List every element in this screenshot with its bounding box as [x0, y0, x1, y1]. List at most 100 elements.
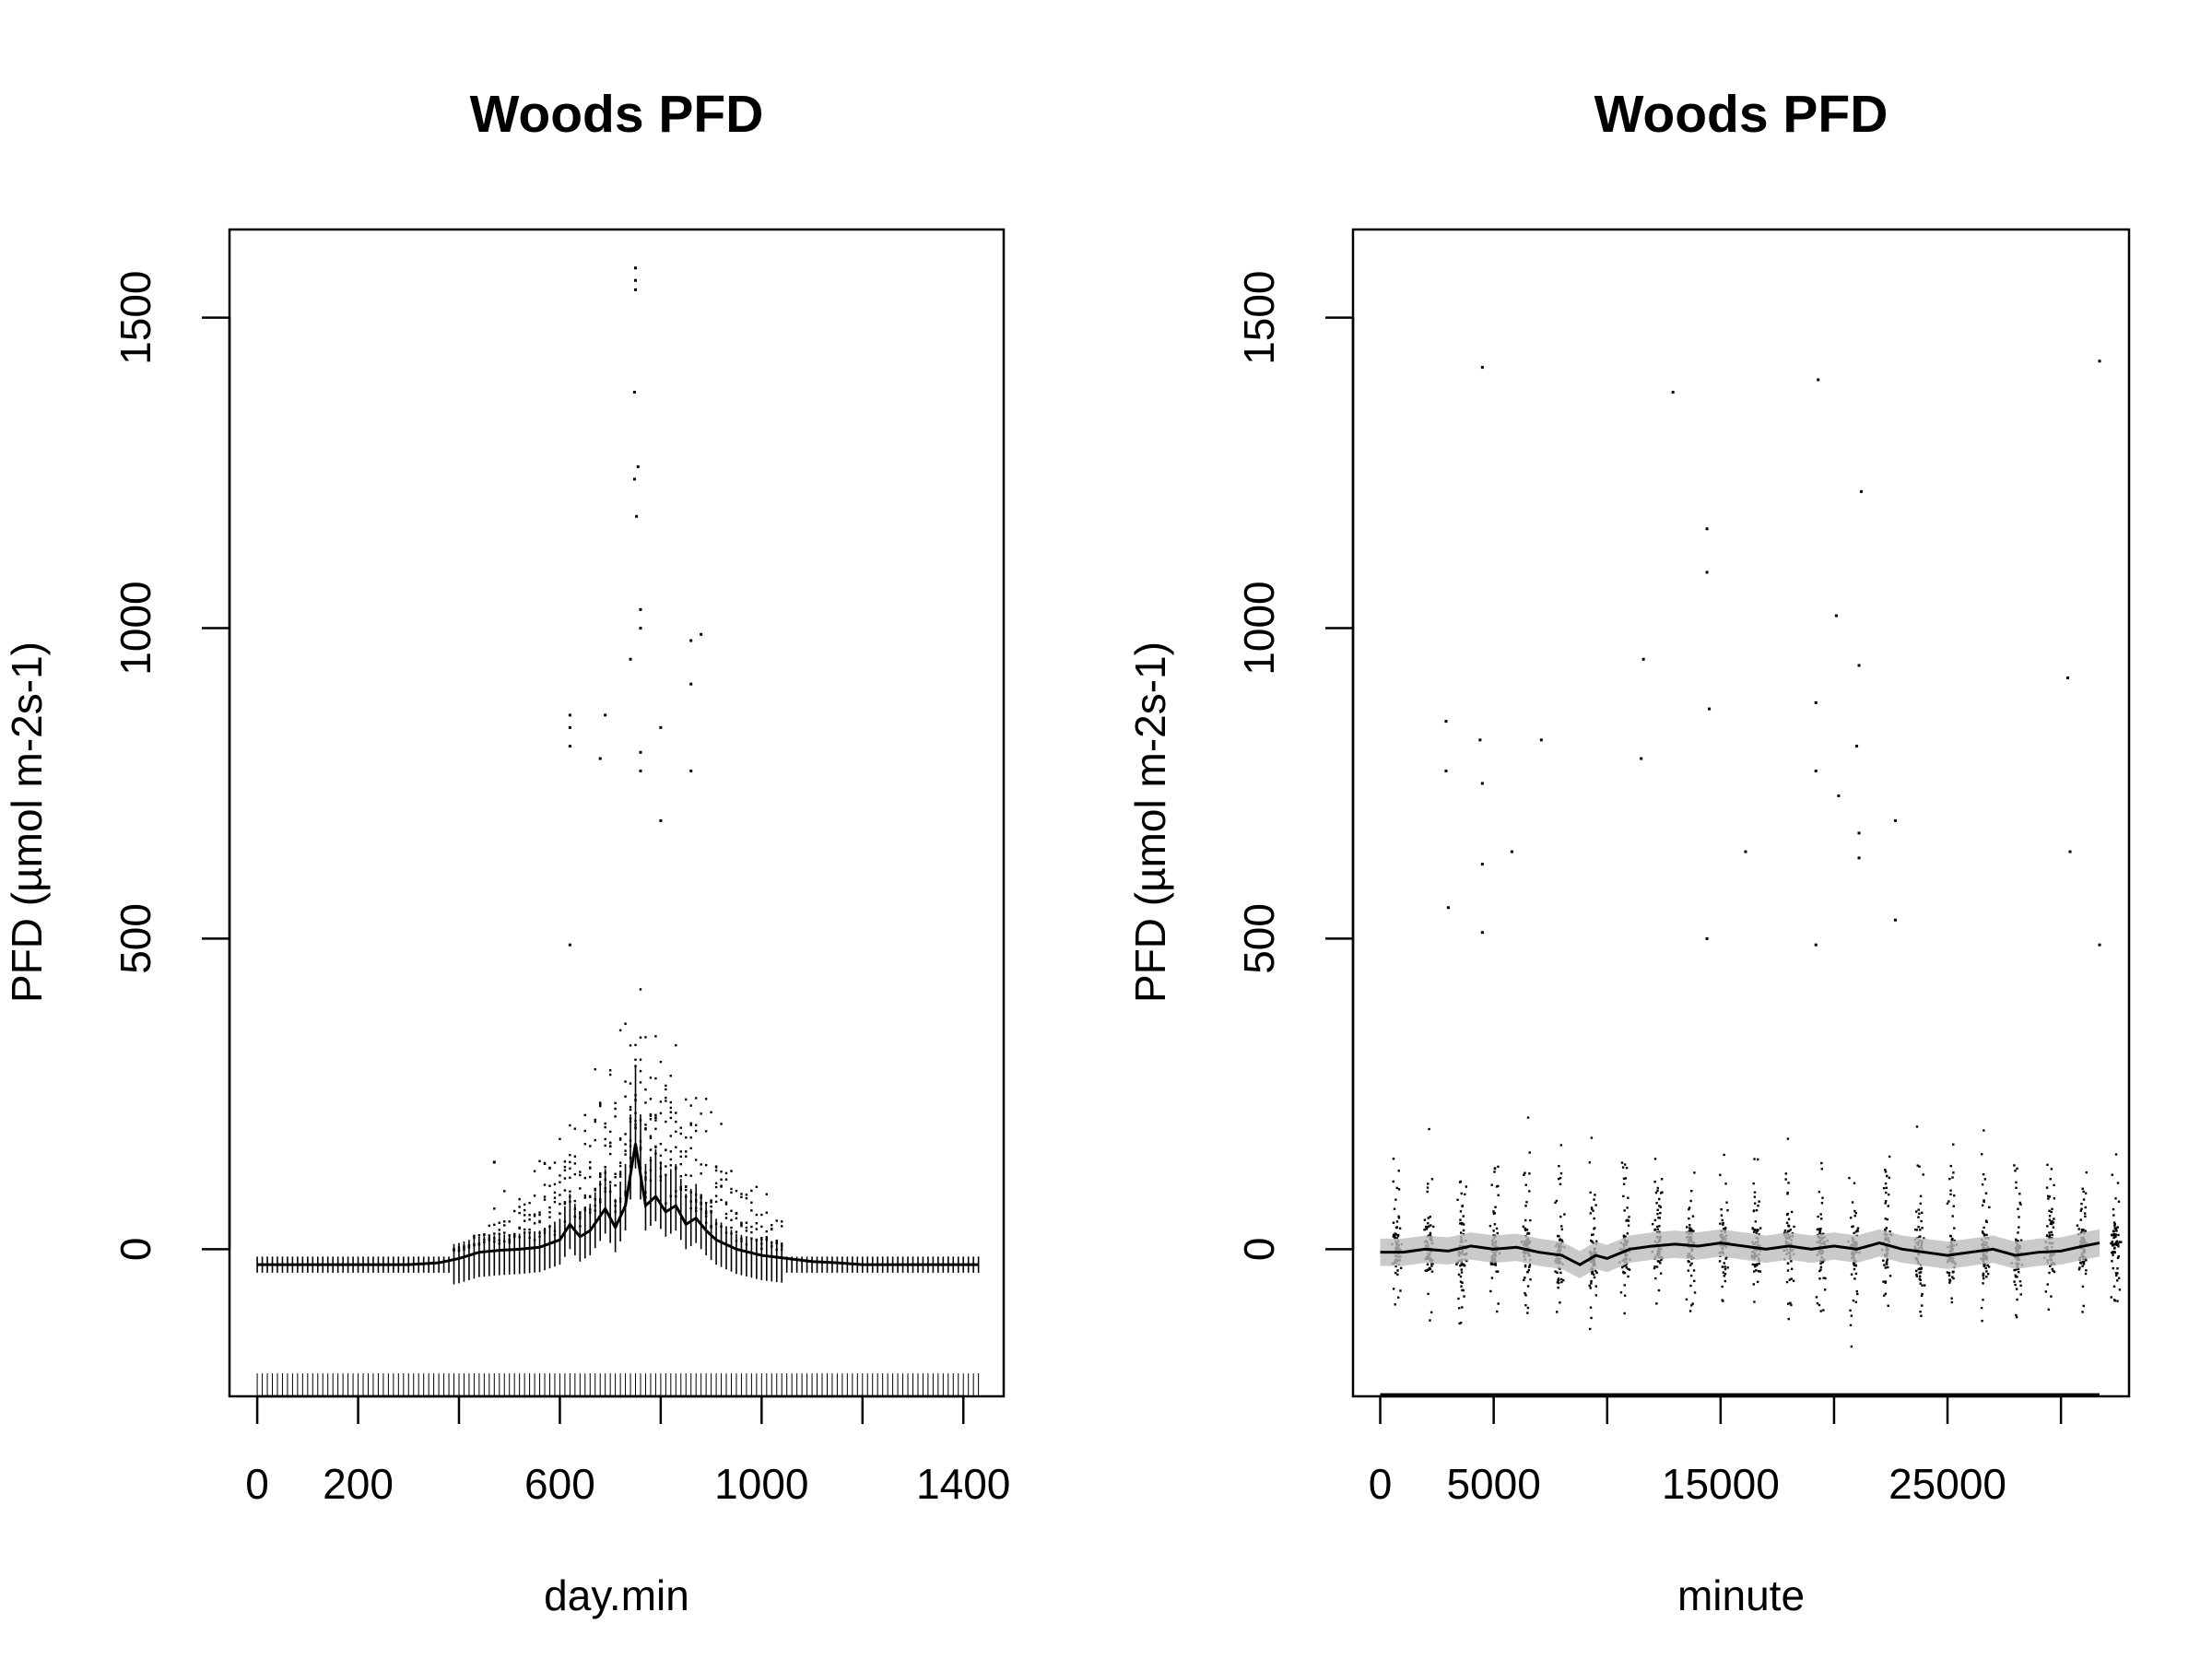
data-point [1853, 1231, 1855, 1235]
data-point [1952, 1205, 1956, 1207]
data-point [1814, 770, 1818, 773]
data-point [2077, 1228, 2080, 1230]
data-point [659, 1154, 663, 1157]
data-point [2116, 1182, 2120, 1184]
data-point [1915, 1275, 1919, 1277]
data-point [1590, 1233, 1594, 1237]
data-point [1857, 856, 1861, 860]
data-point [2081, 1265, 2084, 1267]
data-point [473, 1236, 476, 1240]
data-point [665, 1173, 667, 1177]
data-point [2080, 1202, 2083, 1206]
data-point [1849, 1324, 1853, 1327]
data-point [604, 1137, 606, 1141]
data-point [689, 1147, 692, 1149]
data-point [568, 725, 571, 729]
data-point [1949, 1164, 1952, 1168]
data-point [1559, 1271, 1562, 1275]
data-point [1528, 1265, 1531, 1268]
data-point [2052, 1226, 2055, 1229]
data-point [1623, 1312, 1626, 1315]
data-point [1818, 1277, 1821, 1280]
data-point [2050, 1168, 2053, 1171]
data-point [1758, 1262, 1760, 1265]
data-point [528, 1214, 531, 1217]
data-point [760, 1225, 763, 1229]
data-point [654, 1127, 657, 1131]
data-point [1526, 1306, 1530, 1310]
data-point [669, 1135, 673, 1137]
data-point [639, 988, 642, 991]
data-point [538, 1211, 541, 1214]
data-point [498, 1232, 500, 1236]
data-point [1429, 1231, 1432, 1235]
data-point [1394, 1303, 1396, 1306]
data-point [1526, 1231, 1530, 1235]
data-point [2048, 1195, 2052, 1198]
data-point [569, 1200, 571, 1203]
data-point [1758, 1200, 1760, 1203]
data-point [2111, 1260, 2113, 1263]
data-point [649, 1114, 653, 1117]
data-point [1459, 1280, 1463, 1283]
data-point [675, 1166, 677, 1169]
data-point [1595, 1240, 1598, 1243]
data-point [1627, 1275, 1630, 1278]
data-point [1819, 1227, 1822, 1230]
data-point [1426, 1186, 1430, 1189]
data-point [1396, 1296, 1400, 1299]
data-point [1396, 1273, 1399, 1277]
data-point [1399, 1289, 1402, 1292]
data-point [1951, 1276, 1954, 1278]
data-point [1590, 1316, 1593, 1320]
data-point [548, 1225, 551, 1229]
data-point [1821, 1260, 1824, 1263]
data-point [634, 1099, 637, 1101]
data-point [2112, 1233, 2114, 1237]
data-point [1458, 1307, 1461, 1310]
data-point [1882, 1280, 1885, 1283]
data-point [644, 1127, 647, 1130]
data-point [1622, 1177, 1626, 1181]
data-point [689, 770, 693, 773]
data-point [1757, 1269, 1760, 1273]
data-point [649, 1179, 653, 1182]
data-point [1490, 1183, 1493, 1186]
data-point [523, 1208, 526, 1212]
data-point [2050, 1222, 2053, 1226]
data-point [1786, 1302, 1790, 1305]
data-point [1562, 1278, 1565, 1282]
data-point [1916, 1164, 1919, 1167]
data-point [1855, 745, 1859, 748]
data-point [2048, 1218, 2052, 1221]
data-point [750, 1230, 753, 1234]
data-point [498, 1229, 500, 1231]
data-point [473, 1234, 476, 1238]
data-point [689, 1200, 692, 1203]
data-point [624, 1143, 627, 1146]
data-point [2113, 1223, 2116, 1226]
data-point [548, 1184, 551, 1187]
data-point [559, 1203, 561, 1206]
data-point [1653, 1265, 1656, 1268]
data-point [1853, 1214, 1856, 1218]
data-point [1526, 1312, 1529, 1314]
data-point [765, 1211, 769, 1214]
data-point [2014, 1275, 2018, 1278]
data-point [730, 1232, 733, 1235]
data-point [1917, 1226, 1920, 1229]
data-point [1985, 1220, 1988, 1224]
data-point [635, 514, 639, 518]
data-point [714, 1200, 718, 1204]
data-point [1423, 1229, 1426, 1231]
data-point [665, 1100, 667, 1102]
data-point [1392, 1180, 1394, 1183]
data-point [604, 1144, 606, 1147]
data-point [1590, 1279, 1593, 1283]
data-point [644, 1088, 647, 1091]
data-point [659, 1112, 663, 1115]
data-point [1627, 1267, 1630, 1271]
data-point [1459, 1218, 1462, 1221]
data-point [750, 1209, 753, 1212]
data-point [559, 1194, 561, 1196]
